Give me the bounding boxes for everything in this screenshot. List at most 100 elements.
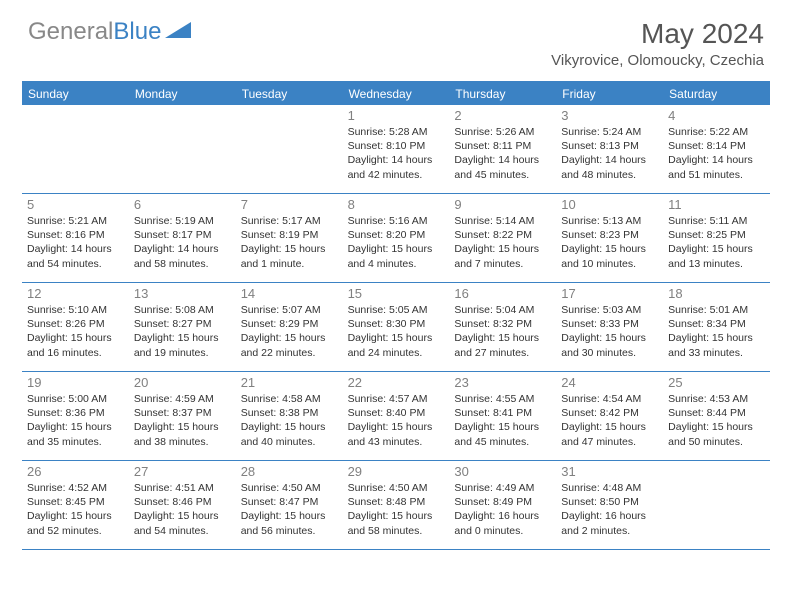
daylight-text: Daylight: 15 hours and 16 minutes. [27,331,124,359]
daylight-text: Daylight: 14 hours and 54 minutes. [27,242,124,270]
sunset-text: Sunset: 8:10 PM [348,139,445,153]
sunset-text: Sunset: 8:20 PM [348,228,445,242]
calendar-cell: 8 Sunrise: 5:16 AMSunset: 8:20 PMDaylight… [343,194,450,282]
calendar-cell: 16Sunrise: 5:04 AMSunset: 8:32 PMDayligh… [449,283,556,371]
day-number: 18 [668,286,765,301]
sunrise-text: Sunrise: 5:24 AM [561,125,658,139]
day-info: Sunrise: 5:05 AMSunset: 8:30 PMDaylight:… [348,303,445,360]
day-info: Sunrise: 5:16 AMSunset: 8:20 PMDaylight:… [348,214,445,271]
brand-part2: Blue [113,18,161,45]
day-number: 25 [668,375,765,390]
day-info: Sunrise: 5:22 AMSunset: 8:14 PMDaylight:… [668,125,765,182]
sunrise-text: Sunrise: 5:00 AM [27,392,124,406]
sunrise-text: Sunrise: 5:21 AM [27,214,124,228]
sunset-text: Sunset: 8:17 PM [134,228,231,242]
day-info: Sunrise: 4:58 AMSunset: 8:38 PMDaylight:… [241,392,338,449]
brand-text: GeneralBlue [28,18,161,46]
month-title: May 2024 [551,18,764,50]
day-number: 2 [454,108,551,123]
sunset-text: Sunset: 8:27 PM [134,317,231,331]
day-number: 1 [348,108,445,123]
daylight-text: Daylight: 15 hours and 50 minutes. [668,420,765,448]
sunset-text: Sunset: 8:14 PM [668,139,765,153]
sunset-text: Sunset: 8:30 PM [348,317,445,331]
sunset-text: Sunset: 8:48 PM [348,495,445,509]
day-number: 14 [241,286,338,301]
calendar-cell: 12Sunrise: 5:10 AMSunset: 8:26 PMDayligh… [22,283,129,371]
daylight-text: Daylight: 15 hours and 30 minutes. [561,331,658,359]
daylight-text: Daylight: 15 hours and 47 minutes. [561,420,658,448]
sunrise-text: Sunrise: 4:50 AM [241,481,338,495]
sunrise-text: Sunrise: 5:13 AM [561,214,658,228]
daylight-text: Daylight: 15 hours and 24 minutes. [348,331,445,359]
daylight-text: Daylight: 14 hours and 51 minutes. [668,153,765,181]
day-info: Sunrise: 4:48 AMSunset: 8:50 PMDaylight:… [561,481,658,538]
daylight-text: Daylight: 15 hours and 27 minutes. [454,331,551,359]
sunrise-text: Sunrise: 5:07 AM [241,303,338,317]
day-number: 20 [134,375,231,390]
day-header: Wednesday [343,83,450,105]
brand-triangle-icon [165,20,191,45]
sunrise-text: Sunrise: 5:14 AM [454,214,551,228]
daylight-text: Daylight: 14 hours and 48 minutes. [561,153,658,181]
day-number: 3 [561,108,658,123]
sunrise-text: Sunrise: 4:50 AM [348,481,445,495]
calendar-cell: 15Sunrise: 5:05 AMSunset: 8:30 PMDayligh… [343,283,450,371]
calendar-cell: 31Sunrise: 4:48 AMSunset: 8:50 PMDayligh… [556,461,663,549]
day-info: Sunrise: 5:17 AMSunset: 8:19 PMDaylight:… [241,214,338,271]
day-info: Sunrise: 5:04 AMSunset: 8:32 PMDaylight:… [454,303,551,360]
day-info: Sunrise: 5:11 AMSunset: 8:25 PMDaylight:… [668,214,765,271]
daylight-text: Daylight: 14 hours and 58 minutes. [134,242,231,270]
daylight-text: Daylight: 15 hours and 56 minutes. [241,509,338,537]
sunrise-text: Sunrise: 5:01 AM [668,303,765,317]
sunrise-text: Sunrise: 5:05 AM [348,303,445,317]
day-number: 11 [668,197,765,212]
day-info: Sunrise: 4:50 AMSunset: 8:47 PMDaylight:… [241,481,338,538]
sunset-text: Sunset: 8:11 PM [454,139,551,153]
calendar-cell: 11 Sunrise: 5:11 AMSunset: 8:25 PMDayligh… [663,194,770,282]
day-header: Thursday [449,83,556,105]
day-number: 24 [561,375,658,390]
sunset-text: Sunset: 8:49 PM [454,495,551,509]
day-number: 8 [348,197,445,212]
day-info: Sunrise: 5:08 AMSunset: 8:27 PMDaylight:… [134,303,231,360]
daylight-text: Daylight: 14 hours and 42 minutes. [348,153,445,181]
calendar-cell: 27Sunrise: 4:51 AMSunset: 8:46 PMDayligh… [129,461,236,549]
sunrise-text: Sunrise: 5:28 AM [348,125,445,139]
week-row: 5Sunrise: 5:21 AMSunset: 8:16 PMDaylight… [22,194,770,283]
brand-logo: GeneralBlue [28,18,191,46]
day-info: Sunrise: 4:49 AMSunset: 8:49 PMDaylight:… [454,481,551,538]
day-info: Sunrise: 4:51 AMSunset: 8:46 PMDaylight:… [134,481,231,538]
sunset-text: Sunset: 8:33 PM [561,317,658,331]
day-number: 22 [348,375,445,390]
sunrise-text: Sunrise: 4:58 AM [241,392,338,406]
daylight-text: Daylight: 15 hours and 35 minutes. [27,420,124,448]
daylight-text: Daylight: 15 hours and 52 minutes. [27,509,124,537]
sunrise-text: Sunrise: 5:04 AM [454,303,551,317]
day-info: Sunrise: 5:14 AMSunset: 8:22 PMDaylight:… [454,214,551,271]
day-info: Sunrise: 4:54 AMSunset: 8:42 PMDaylight:… [561,392,658,449]
calendar-cell: 14Sunrise: 5:07 AMSunset: 8:29 PMDayligh… [236,283,343,371]
day-number: 26 [27,464,124,479]
day-header: Monday [129,83,236,105]
sunrise-text: Sunrise: 5:16 AM [348,214,445,228]
day-info: Sunrise: 4:59 AMSunset: 8:37 PMDaylight:… [134,392,231,449]
sunset-text: Sunset: 8:40 PM [348,406,445,420]
sunset-text: Sunset: 8:41 PM [454,406,551,420]
day-number: 30 [454,464,551,479]
calendar-cell [22,105,129,193]
sunset-text: Sunset: 8:42 PM [561,406,658,420]
sunrise-text: Sunrise: 5:22 AM [668,125,765,139]
day-number: 17 [561,286,658,301]
brand-part1: General [28,18,113,45]
day-header: Friday [556,83,663,105]
calendar-cell: 13Sunrise: 5:08 AMSunset: 8:27 PMDayligh… [129,283,236,371]
calendar-cell: 26Sunrise: 4:52 AMSunset: 8:45 PMDayligh… [22,461,129,549]
sunrise-text: Sunrise: 5:11 AM [668,214,765,228]
sunrise-text: Sunrise: 4:52 AM [27,481,124,495]
day-info: Sunrise: 5:03 AMSunset: 8:33 PMDaylight:… [561,303,658,360]
day-number: 23 [454,375,551,390]
calendar-cell [129,105,236,193]
sunset-text: Sunset: 8:32 PM [454,317,551,331]
calendar-cell: 2Sunrise: 5:26 AMSunset: 8:11 PMDaylight… [449,105,556,193]
